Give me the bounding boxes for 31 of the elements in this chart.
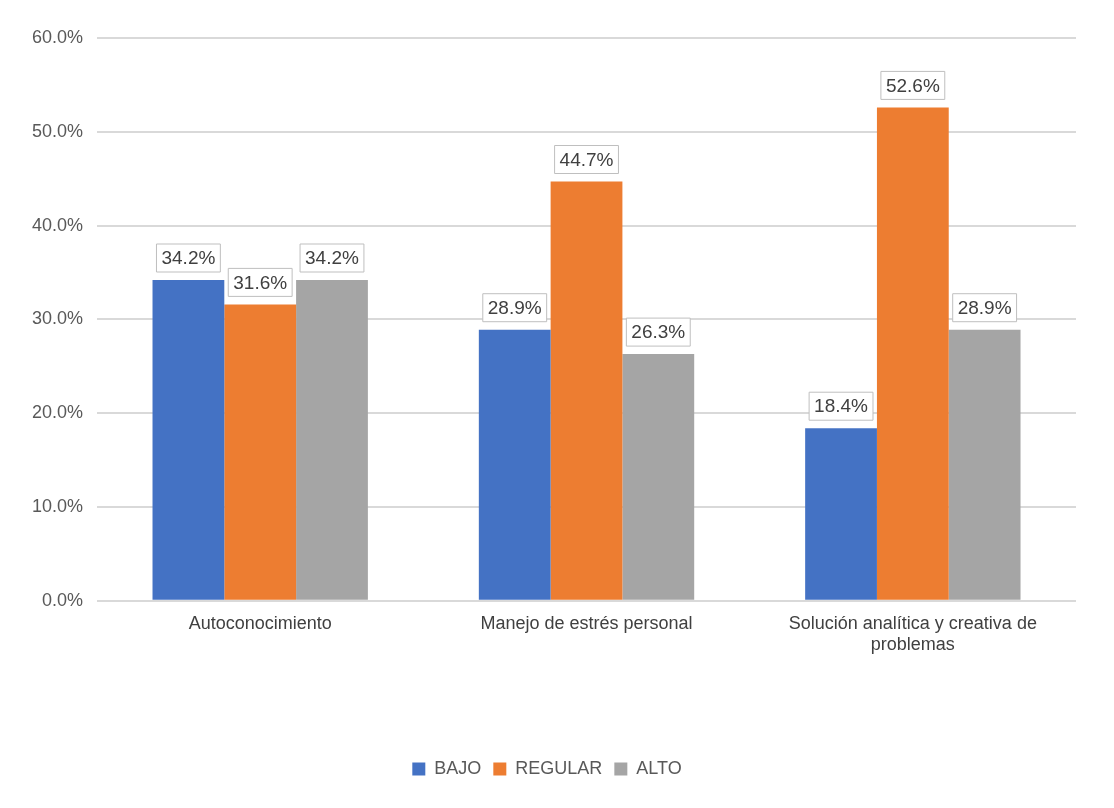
y-tick-label: 20.0% [31,402,84,423]
bar [805,428,877,600]
legend-label: REGULAR [515,757,603,778]
x-tick-label: Autoconocimiento [188,612,332,633]
bar [876,107,949,600]
data-label: 26.3% [631,321,686,343]
x-tick-label: Solución analítica y creativa de problemas [788,612,1037,655]
y-tick-label: 0.0% [42,589,84,610]
y-tick-label: 30.0% [31,308,84,329]
bar [622,354,695,600]
legend-label: BAJO [434,757,482,778]
bar [948,329,1021,600]
data-label: 34.2% [161,247,216,269]
legend-label: ALTO [636,757,682,778]
data-label: 31.6% [233,271,288,293]
data-label: 34.2% [305,247,360,269]
bar [296,280,368,600]
data-label: 28.9% [487,296,542,318]
data-label: 18.4% [814,395,869,417]
data-label: 28.9% [957,296,1012,318]
y-tick-label: 50.0% [31,120,84,141]
data-label: 52.6% [885,74,940,96]
x-tick-label: Manejo de estrés personal [480,612,693,633]
y-tick-label: 60.0% [31,26,84,47]
data-label: 44.7% [559,148,614,170]
bar [478,329,551,600]
bar [550,181,623,600]
y-tick-label: 10.0% [31,495,84,516]
y-tick-label: 40.0% [31,214,84,235]
bar [224,304,297,600]
bar [152,280,225,600]
